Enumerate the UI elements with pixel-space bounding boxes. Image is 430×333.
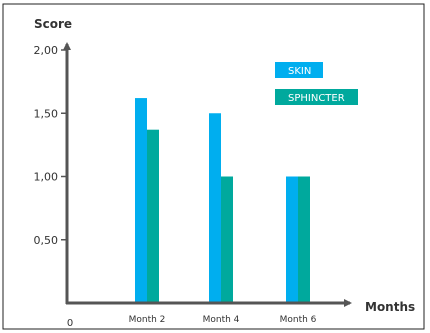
bar-sphincter-month-4: [221, 176, 233, 303]
y-axis-arrow: [63, 42, 71, 50]
y-tick-label: 1,00: [34, 171, 59, 184]
x-axis-title: Months: [365, 300, 415, 314]
y-tick-label: 1,50: [34, 107, 59, 120]
x-tick-label: Month 4: [203, 315, 240, 325]
legend-label-sphincter: SPHINCTER: [288, 93, 345, 104]
y-tick-label: 0,50: [34, 234, 59, 247]
legend: SKIN SPHINCTER: [275, 62, 358, 105]
bar-skin-month-2: [135, 98, 147, 303]
bar-sphincter-month-6: [298, 176, 310, 303]
bar-sphincter-month-2: [147, 129, 159, 303]
x-tick-label: Month 6: [280, 315, 317, 325]
bars: [135, 98, 310, 303]
y-tick-label: 2,00: [34, 44, 59, 57]
legend-swatch-skin: [275, 62, 323, 78]
bar-skin-month-4: [209, 113, 221, 303]
x-tick-labels: Month 2 Month 4 Month 6: [129, 315, 317, 325]
axes: [63, 42, 352, 307]
x-axis-arrow: [344, 299, 352, 307]
bar-skin-month-6: [286, 176, 298, 303]
x-tick-label: Month 2: [129, 315, 166, 325]
legend-label-skin: SKIN: [288, 66, 311, 77]
y-axis-title: Score: [34, 17, 72, 31]
legend-swatch-sphincter: [275, 89, 358, 105]
origin-label: 0: [67, 318, 73, 329]
